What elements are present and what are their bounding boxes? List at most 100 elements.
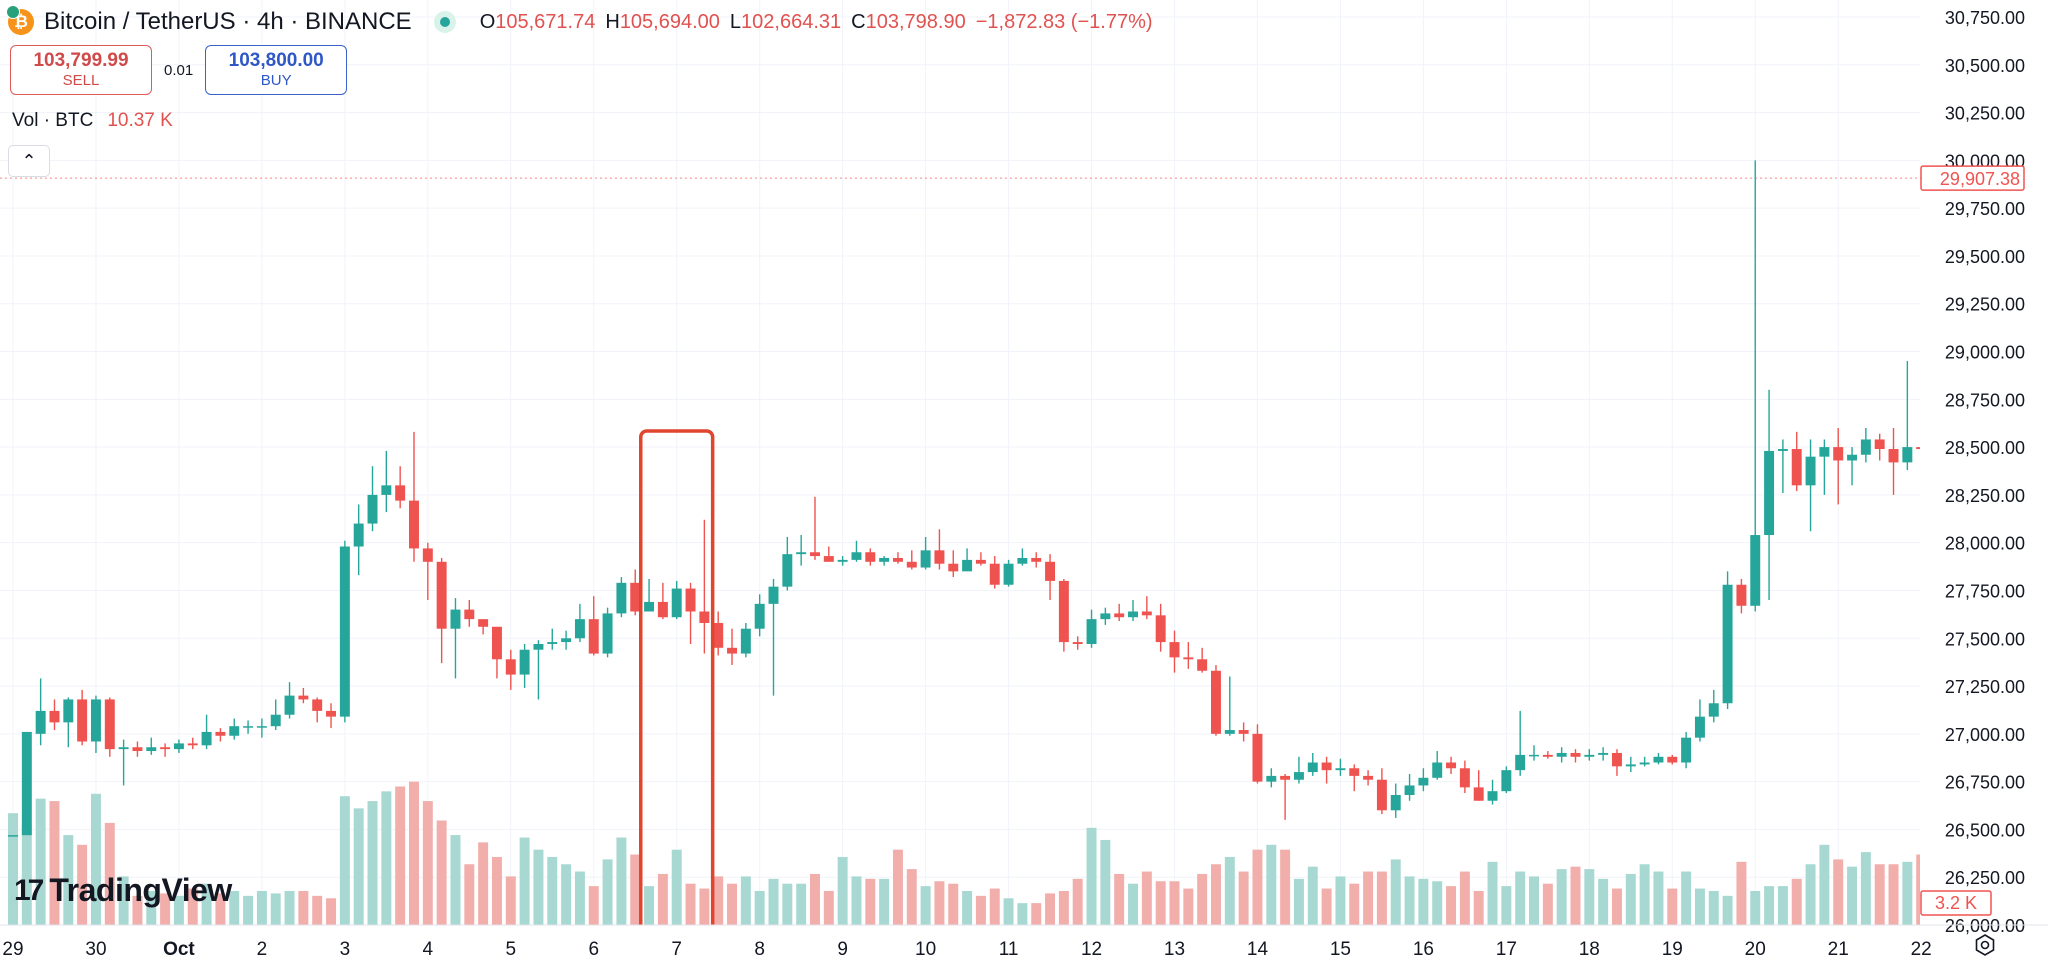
buy-button[interactable]: 103,800.00 BUY [205, 45, 348, 95]
candle-body [284, 695, 295, 715]
candle-body [616, 582, 627, 614]
volume-bar [989, 888, 1000, 925]
last-volume-label: 3.2 K [1935, 893, 1977, 913]
buy-label: BUY [260, 72, 292, 89]
last-volume-badge [1920, 890, 1992, 916]
candle-body [146, 747, 157, 752]
candle-body [1888, 449, 1899, 463]
candle-body [1363, 775, 1374, 780]
volume-bar [588, 886, 599, 925]
price-tick-label: 28,500.00 [1945, 438, 2025, 458]
volume-bar [1777, 886, 1788, 925]
time-tick-label: 19 [1662, 939, 1683, 960]
candle-body [1708, 703, 1719, 717]
volume-bar [229, 890, 240, 925]
candle-body [1252, 733, 1263, 782]
price-tick-label: 27,500.00 [1945, 629, 2025, 649]
price-tick-label: 30,250.00 [1945, 104, 2025, 124]
candle-body [740, 628, 751, 654]
price-tick-label: 26,250.00 [1945, 868, 2025, 888]
candle-body [768, 586, 779, 604]
volume-bar [1653, 871, 1664, 925]
time-tick-label: 3 [340, 939, 351, 960]
volume-bar [823, 890, 834, 925]
time-tick-label: 21 [1828, 939, 1849, 960]
candle-body [1847, 454, 1858, 461]
candle-body [851, 552, 862, 560]
candle-body [671, 588, 682, 618]
volume-legend[interactable]: Vol · BTC 10.37 K [12, 110, 173, 132]
volume-bar [284, 890, 295, 925]
price-tick-label: 29,500.00 [1945, 247, 2025, 267]
candle-body [713, 622, 724, 648]
candle-body [1584, 754, 1595, 757]
volume-bar [1293, 878, 1304, 925]
volume-bar [1404, 876, 1415, 925]
tradingview-logo[interactable]: 17 TradingView [14, 872, 232, 909]
candle-body [1418, 777, 1429, 786]
volume-bar [1681, 871, 1692, 925]
sell-button[interactable]: 103,799.99 SELL [10, 45, 152, 95]
settings-gear-icon[interactable] [1970, 930, 2000, 960]
low-value: 102,664.31 [741, 10, 842, 33]
volume-bar [561, 864, 572, 925]
volume-bar [892, 849, 903, 925]
volume-bar [1197, 873, 1208, 925]
time-tick-label: 4 [423, 939, 434, 960]
close-key: C [851, 10, 866, 33]
volume-bar [865, 878, 876, 925]
volume-bar [1432, 881, 1443, 925]
market-status-icon[interactable] [433, 11, 456, 33]
candle-body [1155, 615, 1166, 643]
volume-bar [1155, 881, 1166, 925]
spread-value: 0.01 [164, 61, 194, 79]
volume-bar [948, 883, 959, 925]
candle-body [920, 550, 931, 568]
volume-bar [1017, 903, 1028, 925]
volume-bar [1252, 849, 1263, 925]
volume-bar [574, 871, 585, 925]
volume-bar [409, 781, 419, 925]
time-tick-label: 13 [1164, 939, 1185, 960]
candle-body [1598, 752, 1609, 755]
volume-bar [1764, 886, 1775, 925]
volume-bar [367, 801, 378, 925]
volume-bar [1031, 903, 1042, 925]
candle-body [409, 500, 419, 549]
volume-bar [1598, 878, 1609, 925]
candle-body [989, 563, 1000, 585]
volume-bar [63, 835, 74, 925]
candle-body [464, 609, 475, 620]
candle-body [934, 550, 945, 564]
volume-bar [1874, 864, 1885, 925]
volume-bar [491, 856, 502, 925]
candle-body [215, 731, 226, 736]
candle-body [519, 649, 530, 675]
volume-bar [1584, 869, 1595, 925]
volume-bar [1860, 852, 1871, 925]
volume-bar [1736, 861, 1747, 925]
volume-bar [975, 895, 986, 925]
candle-body [436, 561, 447, 629]
volume-bar [1625, 873, 1636, 925]
symbol-title[interactable]: Bitcoin / TetherUS · 4h · BINANCE [44, 8, 412, 35]
candle-body [1045, 561, 1056, 581]
volume-bar [1086, 827, 1097, 925]
high-key: H [605, 10, 620, 33]
volume-bar [754, 890, 765, 925]
candle-body [1446, 762, 1457, 769]
candle-body [21, 731, 32, 836]
candle-body [1805, 456, 1816, 486]
volume-bar [1307, 866, 1318, 925]
volume-bar [1003, 898, 1014, 925]
candle-body [547, 642, 558, 644]
candle-body [1902, 447, 1913, 463]
volume-bar [146, 890, 157, 925]
volume-bar [160, 893, 171, 925]
candle-body [602, 613, 613, 654]
candle-body [588, 619, 599, 654]
volume-bar [1819, 844, 1830, 925]
collapse-legend-button[interactable]: ⌃ [8, 145, 50, 177]
candle-body [1487, 791, 1498, 801]
